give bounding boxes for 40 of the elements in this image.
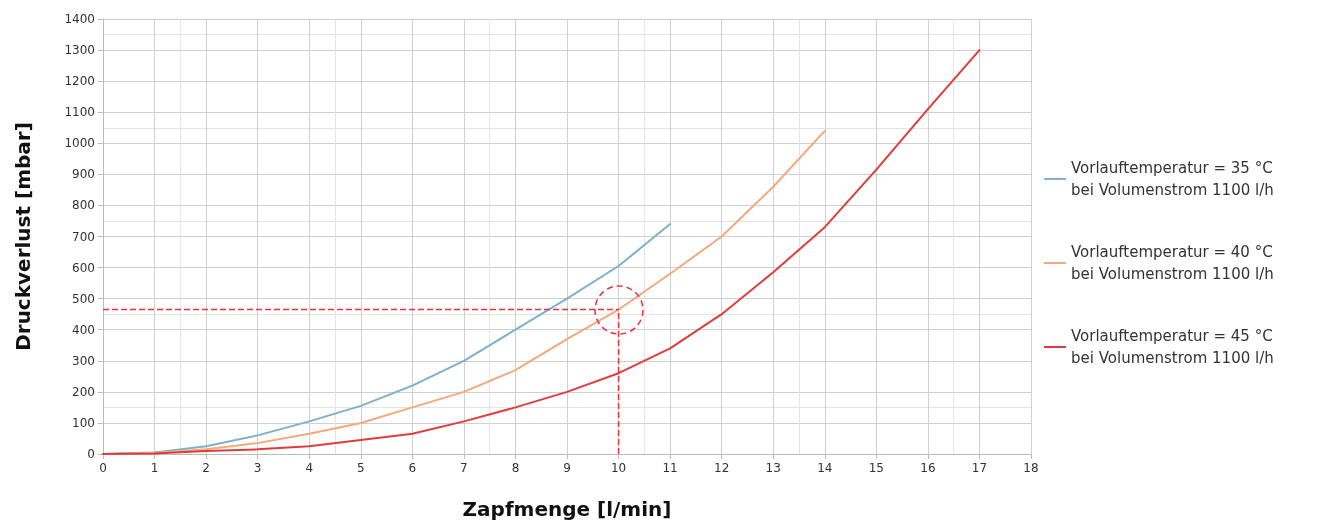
x-tick-label: 3 (253, 461, 262, 475)
x-tick-label: 5 (356, 461, 365, 475)
y-tick-label: 1000 (64, 136, 95, 151)
y-tick-label: 700 (72, 229, 95, 244)
y-tick-label: 300 (72, 353, 95, 368)
y-tick-label: 400 (72, 322, 95, 337)
y-tick-label: 1100 (64, 105, 95, 120)
y-tick-label: 500 (72, 291, 95, 306)
y-tick-label: 0 (87, 447, 95, 461)
y-tick-label: 900 (72, 167, 95, 182)
x-tick-label: 18 (1023, 461, 1039, 475)
y-tick-label: 200 (72, 384, 95, 399)
x-tick-label: 13 (765, 461, 781, 475)
x-tick-label: 10 (610, 461, 627, 475)
x-tick-label: 6 (408, 461, 417, 475)
x-tick-label: 16 (920, 461, 936, 475)
x-tick-label: 8 (511, 461, 520, 475)
x-tick-label: 0 (99, 461, 107, 475)
y-tick-label: 1300 (64, 43, 95, 58)
legend-label: Vorlauftemperatur = 40 °C bei Volumenstrom 1100 l/h (1071, 243, 1278, 283)
x-tick-label: 9 (563, 461, 571, 475)
legend-label: Vorlauftemperatur = 35 °C bei Volumenstrom 1100 l/h (1071, 159, 1278, 199)
y-tick-label: 800 (72, 198, 95, 213)
x-tick-label: 17 (971, 461, 988, 475)
y-tick-label: 600 (72, 260, 95, 275)
y-tick-label: 100 (72, 415, 95, 430)
x-tick-label: 15 (868, 461, 884, 475)
x-tick-label: 2 (202, 461, 210, 475)
x-tick-label: 14 (817, 461, 833, 475)
x-tick-label: 12 (714, 461, 730, 475)
x-axis-title: Zapfmenge [l/min] (462, 497, 672, 521)
legend-label: Vorlauftemperatur = 45 °C bei Volumenstrom 1100 l/h (1071, 327, 1278, 367)
line-series (102, 49, 981, 455)
x-tick-label: 1 (150, 461, 159, 475)
y-axis-title: Druckverlust [mbar] (11, 122, 35, 351)
y-tick-label: 1200 (64, 74, 95, 89)
y-tick-label: 1400 (64, 12, 95, 26)
x-tick-label: 4 (305, 461, 314, 475)
x-tick-label: 11 (662, 461, 678, 475)
x-tick-label: 7 (460, 461, 468, 475)
